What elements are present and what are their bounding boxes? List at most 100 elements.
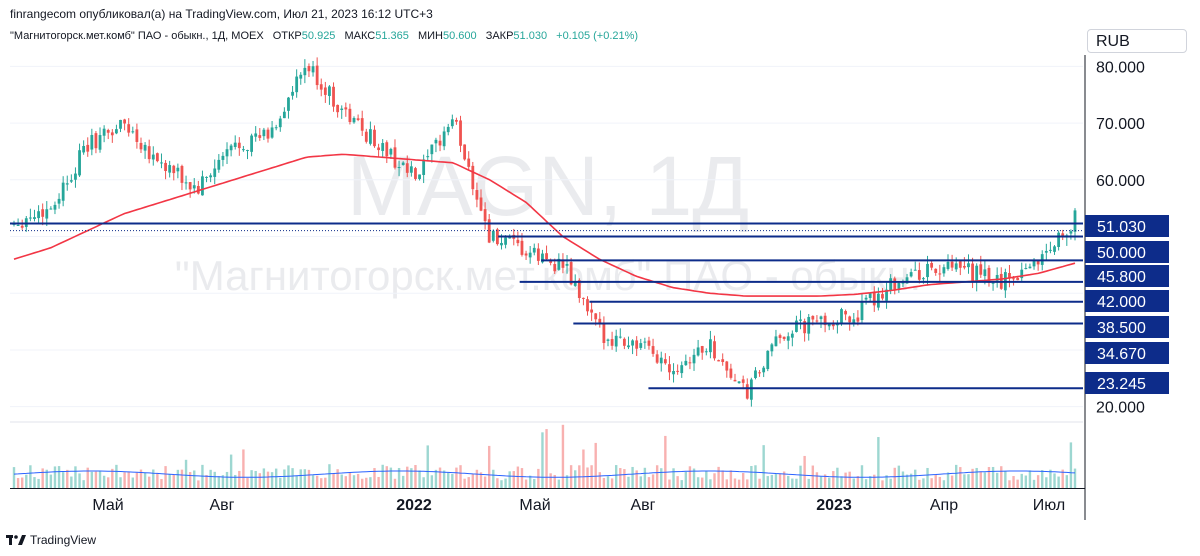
candle-body (373, 129, 376, 147)
candle-body (102, 128, 106, 136)
volume-bar (991, 466, 995, 488)
volume-bar (860, 465, 864, 488)
candle-body (774, 336, 778, 347)
candle-body (53, 204, 57, 210)
candles (12, 57, 1077, 407)
support-levels (10, 222, 1083, 390)
volume-bar (807, 478, 810, 488)
candle-body (209, 175, 213, 178)
candle-body (446, 126, 450, 133)
volume-bar (717, 466, 720, 488)
volume-bar (459, 465, 462, 488)
volume-bar (328, 464, 331, 488)
candle-body (508, 237, 512, 239)
volume-bar (750, 466, 753, 488)
candle-body (860, 301, 864, 321)
candle-body (221, 155, 225, 160)
candle-body (655, 354, 659, 363)
candle-body (344, 107, 348, 110)
volume-bar (438, 467, 442, 488)
candle-body (967, 263, 970, 268)
candle-body (495, 229, 499, 245)
candle-body (786, 336, 790, 341)
volume-bar (168, 474, 171, 488)
volume-bar (655, 465, 659, 488)
candle-body (610, 339, 614, 346)
candle-body (106, 130, 110, 133)
volume-bar (975, 467, 978, 488)
volume-bar (537, 468, 540, 488)
volume-bar (20, 477, 24, 488)
volume-bar (881, 480, 884, 488)
volume-bar (565, 475, 569, 488)
candle-body (434, 139, 438, 144)
price-label-bg (1085, 241, 1169, 263)
candle-body (33, 217, 36, 219)
candle-body (131, 131, 135, 133)
candle-body (938, 273, 942, 275)
candle-body (557, 258, 561, 270)
volume-bar (979, 471, 982, 488)
candle-body (799, 319, 802, 321)
price-label-bg (1085, 372, 1169, 394)
candle-body (364, 131, 368, 142)
publish-info: finrangecom опубликовал(а) на TradingVie… (10, 7, 433, 21)
volume-bar (631, 466, 634, 488)
volume-bar (778, 473, 782, 488)
candle-body (229, 145, 233, 151)
candle-body (987, 267, 991, 283)
candle-body (725, 361, 729, 371)
candle-body (340, 108, 344, 111)
candle-body (536, 248, 540, 261)
candle-body (98, 135, 102, 150)
candle-body (594, 313, 598, 320)
volume-bar (332, 473, 335, 488)
volume-bar (549, 473, 552, 488)
volume-bar (713, 473, 716, 488)
candle-body (287, 97, 290, 111)
volume-ma-line (13, 470, 1076, 478)
candle-body (401, 162, 405, 165)
candle-body (516, 239, 520, 244)
volume-bar (643, 467, 647, 488)
price-label-text: 34.670 (1097, 346, 1146, 363)
volume-bar (352, 475, 356, 488)
volume-bar (586, 467, 589, 488)
candle-body (192, 185, 196, 189)
volume-bar (111, 468, 114, 488)
candle-body (1024, 268, 1028, 270)
candle-body (659, 357, 663, 364)
volume-bar (955, 464, 958, 488)
volume-bar (533, 478, 536, 488)
volume-bar (311, 475, 315, 488)
watermark-ticker: MAGN, 1Д (347, 139, 749, 233)
volume-bar (401, 475, 405, 488)
candle-body (962, 265, 966, 268)
candle-body (61, 182, 65, 201)
candle-body (717, 360, 721, 362)
candle-body (643, 341, 647, 343)
volume-bar (451, 473, 454, 488)
volume-bar (709, 479, 712, 488)
currency-selector[interactable]: RUB (1087, 29, 1187, 53)
volume-bar (950, 475, 954, 488)
candle-body (795, 320, 798, 332)
volume-bar (131, 477, 134, 488)
volume-bar (983, 472, 987, 488)
candle-body (541, 253, 544, 263)
candle-body (631, 340, 634, 346)
candle-body (545, 253, 548, 260)
candle-body (262, 129, 266, 137)
volume-bar (848, 471, 851, 488)
candle-body (770, 344, 774, 352)
candle-body (684, 360, 688, 366)
candle-body (213, 168, 217, 177)
volume-bar (938, 476, 942, 488)
volume-bar (668, 479, 671, 488)
volume-bar (926, 467, 929, 488)
volume-bar (377, 476, 380, 488)
candle-body (901, 282, 905, 284)
candle-body (1049, 249, 1052, 251)
volume-bar (123, 472, 126, 488)
